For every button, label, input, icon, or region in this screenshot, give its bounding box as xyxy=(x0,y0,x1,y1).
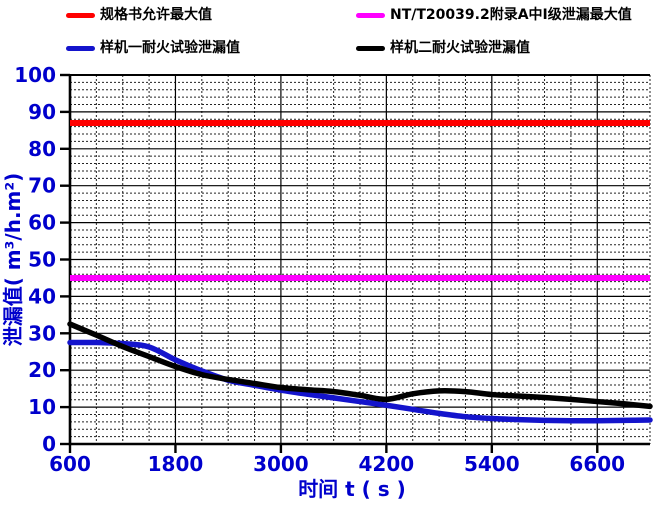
y-tick-label: 40 xyxy=(28,284,56,308)
x-tick-label: 4200 xyxy=(359,452,415,476)
series-curve-2 xyxy=(67,339,653,424)
legend-line-blue-icon xyxy=(66,45,95,51)
legend-label-standard-max: NT/T20039.2附录A中I级泄漏最大值 xyxy=(390,7,632,23)
y-tick-label: 50 xyxy=(28,248,56,272)
legend-label-spec-max: 规格书允许最大值 xyxy=(100,7,212,23)
legend-line-red-icon xyxy=(66,12,95,18)
y-tick-label: 100 xyxy=(14,63,56,87)
y-tick-label: 20 xyxy=(28,358,56,382)
y-tick-label: 30 xyxy=(28,321,56,345)
legend-line-black-icon xyxy=(356,45,385,51)
y-tick-label: 10 xyxy=(28,395,56,419)
legend-label-sample1: 样机一耐火试验泄漏值 xyxy=(100,40,240,56)
legend-item-standard-max: NT/T20039.2附录A中I级泄漏最大值 xyxy=(356,6,632,24)
x-tick-label: 1800 xyxy=(148,452,204,476)
x-tick-label: 3000 xyxy=(253,452,309,476)
x-tick-label: 600 xyxy=(49,452,91,476)
x-axis-title: 时间 t ( s ) xyxy=(298,477,406,501)
legend-label-sample2: 样机二耐火试验泄漏值 xyxy=(390,40,530,56)
x-tick-label: 6600 xyxy=(569,452,625,476)
y-tick-label: 0 xyxy=(42,432,56,456)
legend-item-sample2: 样机二耐火试验泄漏值 xyxy=(356,39,530,57)
series-curve-3 xyxy=(67,321,653,410)
y-tick-label: 80 xyxy=(28,137,56,161)
x-tick-label: 5400 xyxy=(464,452,520,476)
legend-line-magenta-icon xyxy=(356,12,385,18)
y-tick-label: 60 xyxy=(28,211,56,235)
y-tick-label: 90 xyxy=(28,100,56,124)
legend-item-spec-max: 规格书允许最大值 xyxy=(66,6,212,24)
y-tick-label: 70 xyxy=(28,174,56,198)
y-axis-title: 泄漏值( m³/h.m²) xyxy=(1,173,25,347)
legend-item-sample1: 样机一耐火试验泄漏值 xyxy=(66,39,240,57)
